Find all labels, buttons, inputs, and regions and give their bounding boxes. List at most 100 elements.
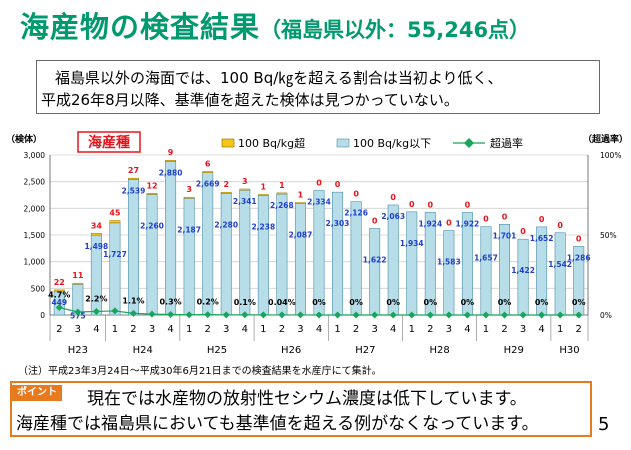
bar-under-100 <box>313 190 325 316</box>
over-count-label: 0 <box>316 179 322 188</box>
over-count-label: 9 <box>168 148 174 157</box>
over-count-label: 2 <box>223 180 229 189</box>
under-count-label: 1,727 <box>103 250 127 259</box>
under-count-label: 1,286 <box>567 253 591 262</box>
quarter-label: 2 <box>56 324 62 335</box>
rate-label: 0% <box>312 298 326 307</box>
rate-label: 0% <box>498 298 512 307</box>
bar-under-100 <box>109 222 121 316</box>
quarter-label: 2 <box>576 324 582 335</box>
y2-tick-label: 50% <box>600 231 617 240</box>
y-tick-label: 2,000 <box>24 204 46 213</box>
under-count-label: 1,583 <box>437 258 461 267</box>
rate-label: 1.1% <box>122 296 144 305</box>
rate-label: 4.7% <box>48 291 70 300</box>
bar-under-100 <box>480 226 492 316</box>
quarter-label: 4 <box>93 324 99 335</box>
under-count-label: 2,238 <box>251 223 275 232</box>
under-count-label: 2,087 <box>289 231 313 240</box>
quarter-label: 4 <box>316 324 322 335</box>
y-tick-label: 1,500 <box>24 231 46 240</box>
year-label: H27 <box>355 345 375 356</box>
rate-marker <box>278 311 286 319</box>
year-label: H23 <box>68 345 88 356</box>
legend-label-under: 100 Bq/kg以下 <box>353 137 431 150</box>
bar-over-100 <box>72 282 84 285</box>
year-label: H30 <box>559 345 579 356</box>
species-label: 海産種 <box>88 134 130 151</box>
y2-tick-label: 100% <box>600 151 621 160</box>
bar-over-100 <box>295 202 306 204</box>
quarter-label: 3 <box>223 324 229 335</box>
over-count-label: 0 <box>557 221 563 230</box>
over-count-label: 0 <box>465 200 471 209</box>
bar-under-100 <box>443 230 455 316</box>
legend-marker-rate <box>464 138 474 148</box>
under-count-label: 1,924 <box>418 219 442 228</box>
under-count-label: 1,657 <box>474 254 498 263</box>
quarter-label: 2 <box>353 324 359 335</box>
rate-marker <box>334 311 342 319</box>
quarter-label: 1 <box>260 324 266 335</box>
over-count-label: 0 <box>446 219 452 228</box>
over-count-label: 0 <box>335 180 341 189</box>
over-count-label: 0 <box>428 200 434 209</box>
year-label: H29 <box>504 345 524 356</box>
under-count-label: 1,922 <box>456 219 480 228</box>
y-tick-label: 2,500 <box>24 178 46 187</box>
point-line-1: 現在では水産物の放射性セシウム濃度は低下しています。 <box>87 389 527 409</box>
under-count-label: 2,303 <box>326 219 350 228</box>
over-count-label: 6 <box>205 159 211 168</box>
bar-under-100 <box>406 211 418 316</box>
rate-marker <box>296 311 304 319</box>
legend-swatch-over <box>221 138 235 148</box>
quarter-label: 3 <box>520 324 526 335</box>
bar-over-100 <box>257 194 269 196</box>
bar-over-100 <box>220 191 232 194</box>
rate-label: 0% <box>461 298 475 307</box>
y-tick-label: 0 <box>40 311 45 320</box>
bar-over-100 <box>109 220 121 224</box>
rate-label: 0% <box>572 298 586 307</box>
point-box <box>10 381 592 437</box>
quarter-label: 3 <box>297 324 303 335</box>
rate-label: 2.2% <box>85 294 107 303</box>
quarter-label: 2 <box>130 324 136 335</box>
y-tick-label: 3,000 <box>24 151 46 160</box>
rate-marker <box>129 309 137 317</box>
rate-marker <box>352 311 360 319</box>
quarter-label: 1 <box>334 324 340 335</box>
rate-label: 0% <box>386 298 400 307</box>
over-count-label: 0 <box>502 212 508 221</box>
under-count-label: 449 <box>51 298 67 307</box>
bar-under-100 <box>294 203 306 316</box>
rate-label: 0% <box>535 298 549 307</box>
over-count-label: 1 <box>261 182 267 191</box>
rate-marker <box>501 311 509 319</box>
summary-line-1: 福島県以外の海面では、100 Bq/㎏を超える割合は当初より低く、 <box>55 69 503 87</box>
over-count-label: 0 <box>520 227 526 236</box>
rate-marker <box>241 311 249 319</box>
summary-line-2: 平成26年8月以降、基準値を超えた検体は見つかっていない。 <box>41 91 459 109</box>
bar-under-100 <box>276 193 288 316</box>
under-count-label: 2,334 <box>307 198 331 207</box>
over-count-label: 1 <box>298 190 304 199</box>
quarter-label: 2 <box>501 324 507 335</box>
year-label: H28 <box>429 345 449 356</box>
quarter-label: 1 <box>186 324 192 335</box>
year-label: H24 <box>133 345 153 356</box>
under-count-label: 2,063 <box>381 212 405 221</box>
under-count-label: 1,701 <box>493 231 517 240</box>
rate-marker <box>222 311 230 319</box>
bar-over-100 <box>90 233 102 236</box>
quarter-label: 4 <box>167 324 173 335</box>
rate-label: 0.3% <box>159 298 181 307</box>
rate-marker <box>315 311 323 319</box>
y-tick-label: 1,000 <box>24 258 46 267</box>
bar-under-100 <box>146 194 158 316</box>
over-count-label: 0 <box>539 215 545 224</box>
bar-under-100 <box>183 198 195 316</box>
rate-marker <box>463 311 471 319</box>
over-count-label: 0 <box>390 193 396 202</box>
rate-label: 0% <box>424 298 438 307</box>
